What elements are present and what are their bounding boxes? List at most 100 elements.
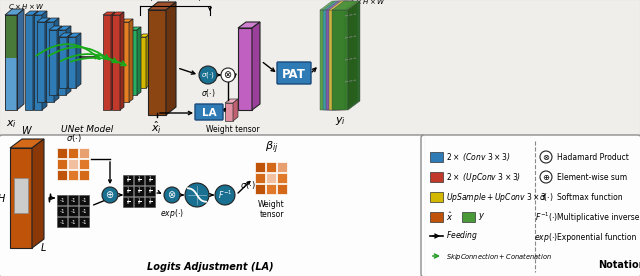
Polygon shape — [320, 1, 348, 10]
FancyArrowPatch shape — [70, 58, 125, 65]
Polygon shape — [342, 1, 354, 110]
Polygon shape — [130, 30, 137, 95]
Polygon shape — [332, 10, 348, 110]
Text: $\frac{1}{\pi}$: $\frac{1}{\pi}$ — [148, 197, 152, 208]
Polygon shape — [323, 10, 339, 110]
Polygon shape — [252, 22, 260, 110]
Text: -1: -1 — [70, 220, 76, 225]
Polygon shape — [112, 12, 124, 15]
Bar — [255, 162, 265, 172]
Bar — [277, 162, 287, 172]
Text: $W$: $W$ — [21, 124, 33, 136]
Polygon shape — [121, 19, 133, 22]
Polygon shape — [37, 22, 45, 102]
Polygon shape — [320, 10, 336, 110]
Text: $\it{SkipConnection+Conatenation}$: $\it{SkipConnection+Conatenation}$ — [446, 251, 552, 261]
Polygon shape — [329, 1, 357, 10]
Text: $\sigma(\cdot)$: $\sigma(\cdot)$ — [66, 132, 81, 144]
Polygon shape — [121, 22, 129, 102]
FancyBboxPatch shape — [421, 135, 640, 276]
Bar — [430, 212, 443, 222]
Text: $\otimes$: $\otimes$ — [223, 70, 232, 81]
Text: $L\times H\times W$: $L\times H\times W$ — [350, 0, 385, 6]
Polygon shape — [54, 18, 59, 102]
Text: $\frac{1}{\pi}$: $\frac{1}{\pi}$ — [137, 186, 141, 197]
Bar — [68, 217, 78, 227]
Bar — [79, 148, 89, 158]
Polygon shape — [46, 22, 54, 102]
Text: $\frac{1}{\pi}$: $\frac{1}{\pi}$ — [126, 186, 130, 197]
Bar — [266, 162, 276, 172]
Bar — [57, 217, 67, 227]
Text: PAT: PAT — [282, 68, 306, 81]
Bar — [68, 159, 78, 169]
Polygon shape — [10, 139, 44, 148]
Bar — [5, 58, 17, 110]
Polygon shape — [137, 34, 141, 88]
Polygon shape — [5, 9, 24, 15]
Bar — [145, 175, 155, 185]
Text: $exp(\cdot)$: $exp(\cdot)$ — [160, 207, 184, 220]
Circle shape — [185, 183, 209, 207]
FancyArrowPatch shape — [60, 54, 117, 62]
Polygon shape — [329, 10, 345, 110]
Text: -1: -1 — [60, 209, 65, 214]
Bar — [266, 173, 276, 183]
Polygon shape — [68, 33, 81, 37]
Bar — [5, 15, 17, 110]
Polygon shape — [120, 12, 124, 110]
Polygon shape — [130, 37, 137, 88]
Polygon shape — [225, 103, 233, 121]
Text: -1: -1 — [81, 198, 87, 203]
Text: $C\times H\times W$: $C\times H\times W$ — [8, 2, 44, 11]
Polygon shape — [57, 26, 62, 95]
Text: -1: -1 — [81, 209, 87, 214]
Polygon shape — [139, 37, 146, 88]
Bar — [57, 170, 67, 180]
Polygon shape — [146, 34, 150, 88]
Polygon shape — [112, 22, 120, 102]
Bar — [14, 178, 28, 213]
Bar — [134, 175, 144, 185]
Bar — [79, 217, 89, 227]
Text: $\frac{1}{\pi}$: $\frac{1}{\pi}$ — [137, 175, 141, 186]
Polygon shape — [225, 99, 238, 103]
Bar — [79, 170, 89, 180]
Text: $UpSample+UpConv\ 3\times 3$: $UpSample+UpConv\ 3\times 3$ — [446, 190, 547, 203]
Bar — [68, 195, 78, 205]
Polygon shape — [326, 10, 342, 110]
Bar — [430, 172, 443, 182]
Polygon shape — [121, 30, 128, 95]
Text: -1: -1 — [70, 198, 76, 203]
Text: $exp(\cdot)$: $exp(\cdot)$ — [534, 230, 558, 243]
Text: -1: -1 — [81, 220, 87, 225]
Bar — [57, 195, 67, 205]
Circle shape — [540, 171, 552, 183]
Text: $\hat{x}_i$: $\hat{x}_i$ — [152, 120, 163, 136]
Polygon shape — [137, 27, 141, 95]
Text: $F^{-1}(\cdot)$: $F^{-1}(\cdot)$ — [534, 210, 557, 224]
Text: -1: -1 — [60, 198, 65, 203]
Polygon shape — [68, 37, 76, 88]
Text: Notations: Notations — [598, 260, 640, 270]
Text: Hadamard Product: Hadamard Product — [557, 153, 629, 161]
Bar — [430, 152, 443, 162]
Polygon shape — [59, 33, 72, 37]
FancyBboxPatch shape — [195, 104, 223, 120]
Text: $\frac{1}{\pi}$: $\frac{1}{\pi}$ — [126, 197, 130, 208]
Polygon shape — [76, 33, 81, 88]
Circle shape — [102, 187, 118, 203]
Polygon shape — [58, 30, 66, 95]
Circle shape — [199, 66, 217, 84]
Polygon shape — [112, 19, 124, 22]
Text: Softmax function: Softmax function — [557, 192, 623, 201]
Text: $y_i$: $y_i$ — [335, 115, 346, 127]
Polygon shape — [148, 10, 166, 115]
Bar — [68, 148, 78, 158]
Polygon shape — [58, 26, 71, 30]
Polygon shape — [121, 27, 132, 30]
Polygon shape — [10, 148, 32, 248]
Text: $H$: $H$ — [0, 192, 6, 204]
Text: $\frac{1}{\pi}$: $\frac{1}{\pi}$ — [126, 175, 130, 186]
Bar — [430, 192, 443, 202]
